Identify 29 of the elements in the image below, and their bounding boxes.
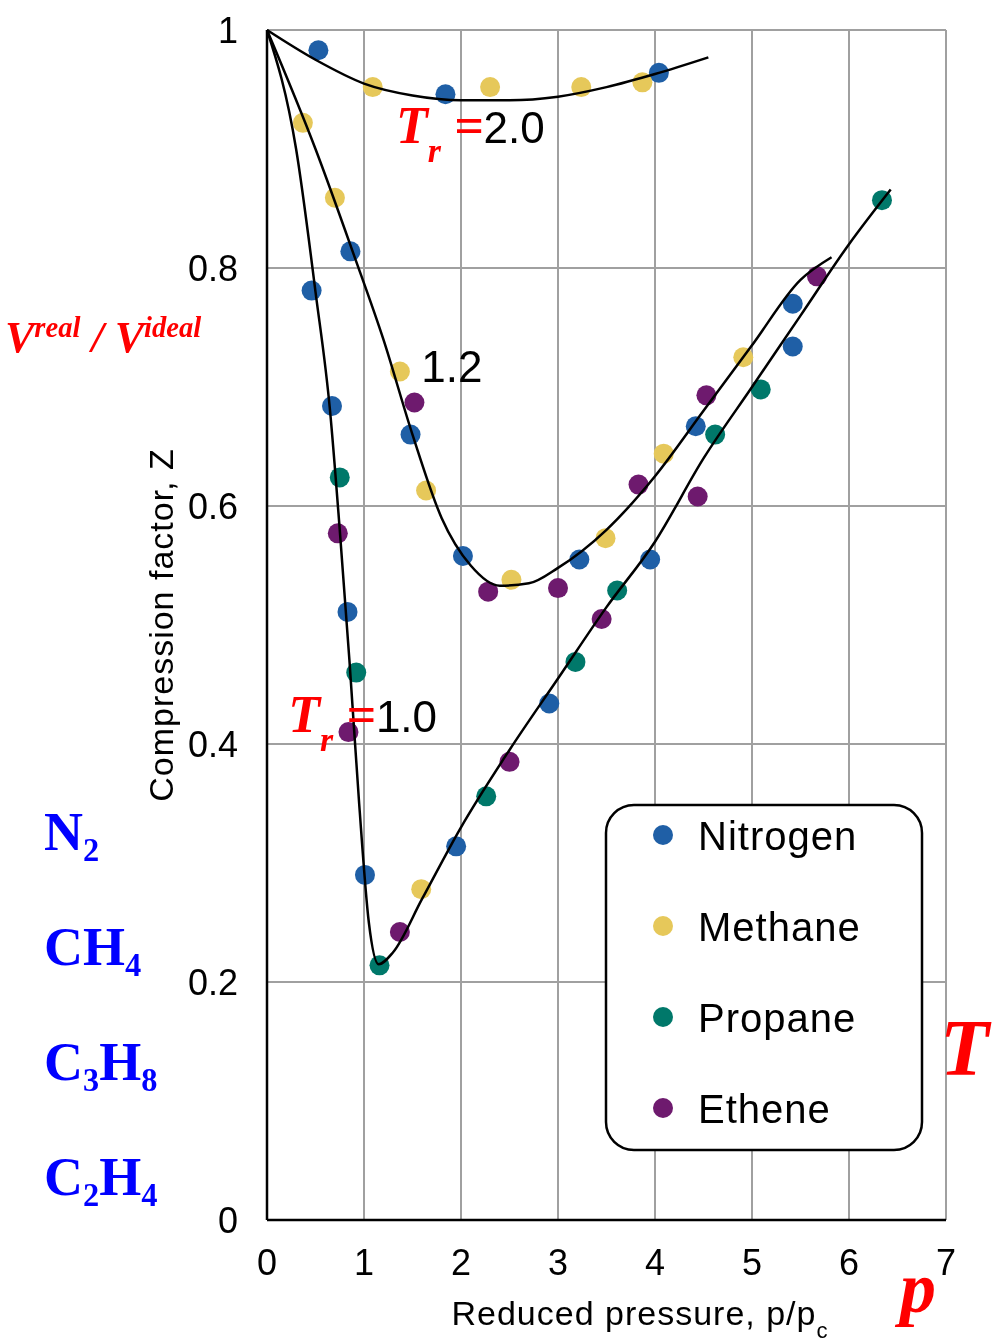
legend-label: Methane bbox=[698, 905, 861, 949]
x-axis-title: Reduced pressure, p/p$_{c}$ bbox=[451, 1294, 829, 1340]
text: p bbox=[894, 1248, 936, 1328]
x-tick-label: 3 bbox=[547, 1242, 569, 1283]
x-tick-label: 7 bbox=[935, 1242, 957, 1283]
text: N₂ bbox=[44, 802, 100, 862]
y-tick-label: 0.8 bbox=[187, 248, 238, 289]
y-tick-label: 0.4 bbox=[187, 724, 238, 765]
y-tick-label: 0.6 bbox=[187, 486, 238, 527]
x-tick-label: 5 bbox=[741, 1242, 763, 1283]
text: C₂H₄ bbox=[44, 1147, 158, 1207]
x-tick-label: 1 bbox=[353, 1242, 375, 1283]
y-tick-label: 0 bbox=[217, 1200, 238, 1241]
text: V$^{real}$ / V$^{ideal}$ bbox=[5, 311, 202, 362]
x-tick-label: 2 bbox=[450, 1242, 472, 1283]
legend-label: Propane bbox=[698, 996, 857, 1040]
annotation: T bbox=[940, 1004, 992, 1092]
x-tick-label: 6 bbox=[838, 1242, 860, 1283]
legend-label: Ethene bbox=[698, 1087, 831, 1131]
text: CH₄ bbox=[44, 917, 142, 977]
legend-label: Nitrogen bbox=[698, 814, 858, 858]
x-tick-label: 0 bbox=[256, 1242, 278, 1283]
x-tick-label: 4 bbox=[644, 1242, 666, 1283]
y-tick-label: 0.2 bbox=[187, 962, 238, 1003]
y-tick-label: 1 bbox=[217, 10, 238, 51]
y-axis-title: Compression factor, Z bbox=[142, 448, 180, 802]
annotation: 1.2 bbox=[421, 342, 483, 392]
text: C₃H₈ bbox=[44, 1032, 158, 1092]
annotation: T$_{r}$ =2.0 bbox=[396, 97, 545, 169]
